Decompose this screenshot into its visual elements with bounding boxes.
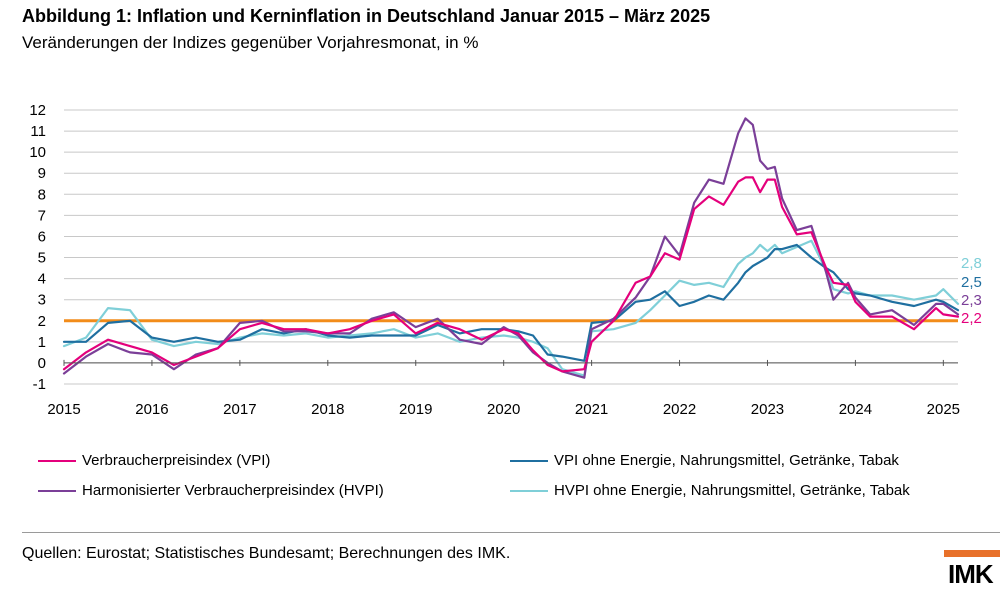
sources-note: Quellen: Eurostat; Statistisches Bundesa… — [22, 545, 511, 562]
legend-item-hvpi: Harmonisierter Verbraucherpreisindex (HV… — [38, 482, 384, 499]
footer-divider — [22, 532, 1000, 533]
end-label-core-vpi: 2,5 — [961, 274, 982, 291]
y-tick-label: 2 — [38, 313, 46, 330]
y-tick-label: 5 — [38, 250, 46, 267]
end-label-core-hvpi: 2,8 — [961, 255, 982, 272]
end-label-vpi: 2,2 — [961, 310, 982, 327]
legend-item-core-hvpi: HVPI ohne Energie, Nahrungsmittel, Geträ… — [510, 482, 910, 499]
x-tick-label: 2016 — [135, 401, 168, 418]
logo-bar — [944, 550, 1000, 557]
x-tick-label: 2019 — [399, 401, 432, 418]
legend-label-vpi: Verbraucherpreisindex (VPI) — [82, 452, 271, 469]
y-tick-label: 9 — [38, 165, 46, 182]
logo-text: IMK — [948, 559, 994, 589]
y-tick-label: 3 — [38, 292, 46, 309]
chart-title: Abbildung 1: Inflation und Kerninflation… — [22, 6, 711, 26]
series-line-hvpi — [62, 117, 960, 379]
y-tick-label: 12 — [29, 102, 46, 119]
end-labels: 2,8 2,52,32,2 — [961, 255, 982, 327]
legend-swatch-vpi — [38, 459, 76, 462]
x-tick-label: 2024 — [839, 401, 872, 418]
y-tick-label: 4 — [38, 271, 46, 288]
x-tick-label: 2018 — [311, 401, 344, 418]
x-tick-label: 2017 — [223, 401, 256, 418]
x-tick-label: 2021 — [575, 401, 608, 418]
x-tick-label: 2022 — [663, 401, 696, 418]
y-tick-label: 1 — [38, 334, 46, 351]
x-tick-label: 2025 — [927, 401, 960, 418]
x-tick-label: 2023 — [751, 401, 784, 418]
legend-label-core-hvpi: HVPI ohne Energie, Nahrungsmittel, Geträ… — [554, 482, 910, 499]
legend-swatch-core-hvpi — [510, 489, 548, 492]
end-label-hvpi: 2,3 — [961, 292, 982, 309]
imk-logo: IMK — [944, 546, 1000, 591]
legend-label-hvpi: Harmonisierter Verbraucherpreisindex (HV… — [82, 482, 384, 499]
legend-item-core-vpi: VPI ohne Energie, Nahrungsmittel, Geträn… — [510, 452, 899, 469]
y-tick-label: 0 — [38, 355, 46, 372]
x-tick-label: 2015 — [47, 401, 80, 418]
y-tick-label: 10 — [29, 144, 46, 161]
legend-swatch-hvpi — [38, 489, 76, 492]
legend-swatch-core-vpi — [510, 459, 548, 462]
y-tick-label: -1 — [33, 376, 46, 393]
legend-item-vpi: Verbraucherpreisindex (VPI) — [38, 452, 270, 469]
y-tick-label: 8 — [38, 186, 46, 203]
x-tick-label: 2020 — [487, 401, 520, 418]
y-tick-label: 6 — [38, 228, 46, 245]
y-tick-label: 7 — [38, 207, 46, 224]
series-line-vpi — [62, 176, 960, 373]
series-group — [62, 117, 960, 379]
y-tick-label: 11 — [30, 123, 46, 140]
legend-label-core-vpi: VPI ohne Energie, Nahrungsmittel, Geträn… — [554, 452, 899, 469]
chart-subtitle: Veränderungen der Indizes gegenüber Vorj… — [22, 33, 479, 52]
